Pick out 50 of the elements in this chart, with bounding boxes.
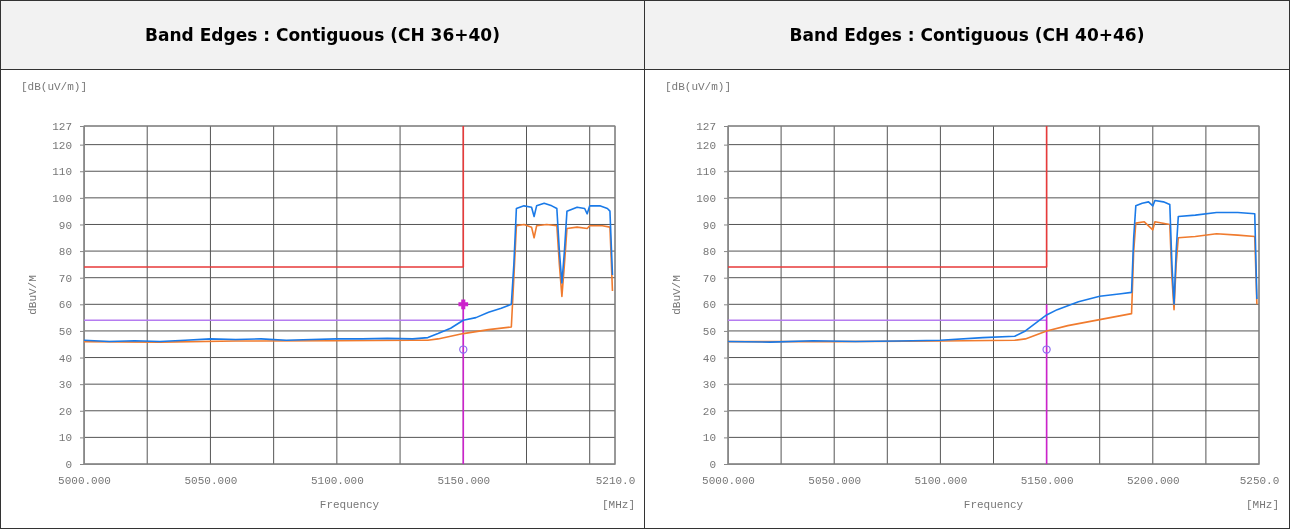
y-tick-label: 110 (52, 166, 72, 179)
x-tick-label: 5100.000 (914, 474, 968, 487)
y-tick-label: 127 (696, 121, 716, 134)
y-tick-label: 100 (696, 192, 716, 205)
x-tick-label: 5000.000 (58, 474, 111, 487)
y-tick-label: 120 (696, 139, 716, 152)
y-tick-label: 70 (702, 272, 716, 285)
y-tick-label: 20 (58, 405, 72, 418)
y-tick-label: 50 (702, 325, 716, 338)
y-tick-label: 50 (58, 325, 72, 338)
y-axis-title: dBuV/M (671, 275, 683, 315)
y-tick-label: 60 (58, 299, 72, 312)
y-tick-label: 80 (58, 246, 72, 259)
y-tick-label: 30 (702, 379, 716, 392)
y-tick-label: 10 (58, 432, 72, 445)
y-tick-label: 10 (702, 432, 716, 445)
text: [MHz] (1245, 499, 1279, 511)
x-tick-label: 5200.000 (1126, 474, 1180, 487)
y-tick-label: 70 (58, 272, 72, 285)
y-tick-label: 0 (65, 459, 72, 472)
y-tick-label: 110 (696, 166, 716, 179)
x-tick-label: 5050.000 (184, 474, 238, 487)
y-tick-label: 127 (52, 121, 72, 134)
line-series (727, 199, 1258, 343)
text: [MHz] (601, 499, 635, 511)
y-tick-label: 20 (702, 405, 716, 418)
y-tick-label: 40 (58, 352, 72, 365)
y-tick-label: 120 (52, 139, 72, 152)
y-tick-label: 80 (702, 246, 716, 259)
chart-title: Band Edges : Contiguous (CH 36+40) (1, 1, 644, 70)
x-axis-title: Frequency (319, 499, 380, 511)
x-tick-label: 5150.000 (1020, 474, 1074, 487)
y-tick-label: 0 (709, 459, 716, 472)
y-tick-label: 60 (702, 299, 716, 312)
x-tick-label: 5250.0 (1239, 474, 1280, 487)
x-tick-label: 5100.000 (310, 474, 364, 487)
y-tick-label: 30 (58, 379, 72, 392)
x-tick-label: 5150.000 (437, 474, 491, 487)
chart-title: Band Edges : Contiguous (CH 40+46) (645, 1, 1289, 70)
text: [dB(uV/m)] (21, 81, 88, 93)
y-tick-label: 90 (702, 219, 716, 232)
y-axis-title: dBuV/M (27, 275, 39, 315)
x-tick-label: 5050.000 (808, 474, 862, 487)
y-tick-label: 40 (702, 352, 716, 365)
x-axis-title: Frequency (963, 499, 1024, 511)
x-tick-label: 5210.0 (595, 474, 636, 487)
x-tick-label: 5000.000 (702, 474, 755, 487)
y-tick-label: 90 (58, 219, 72, 232)
y-tick-label: 100 (52, 192, 72, 205)
text: [dB(uV/m)] (665, 81, 732, 93)
